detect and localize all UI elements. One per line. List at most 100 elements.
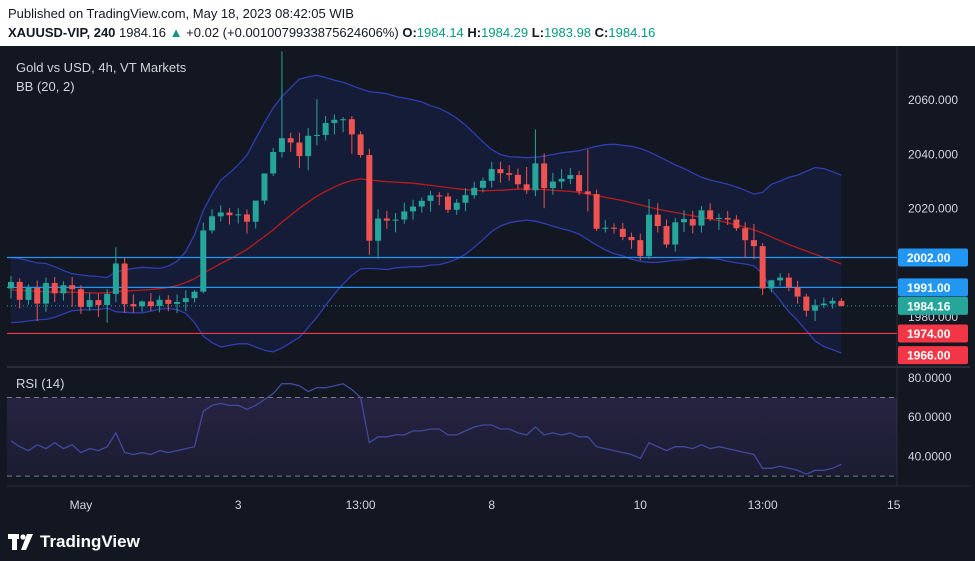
candle-body-84	[742, 228, 749, 241]
candle-body-4	[42, 283, 49, 304]
tradingview-logo-icon	[8, 534, 33, 550]
candle-body-82	[724, 217, 731, 220]
candle-body-48	[427, 195, 434, 201]
time-tick-label: 10	[634, 498, 648, 512]
candle-body-10	[95, 300, 102, 305]
price-tick-label: 2060.000	[908, 93, 958, 107]
candle-body-71	[628, 236, 635, 241]
candle-body-47	[418, 200, 425, 207]
candle-body-26	[235, 214, 242, 216]
candle-body-86	[759, 246, 766, 289]
time-tick-label: 13:00	[346, 498, 376, 512]
price-tag-hidden-text: 1966.00	[907, 349, 951, 363]
candle-body-38	[340, 119, 347, 121]
candle-body-43	[383, 218, 390, 221]
symbol-ohlc-line: XAUUSD-VIP, 240 1984.16 ▲ +0.02 (+0.0010…	[8, 25, 655, 40]
candle-body-87	[768, 280, 775, 289]
close-label: C:	[594, 25, 609, 40]
candle-body-49	[436, 195, 443, 197]
candle-body-54	[479, 180, 486, 188]
price-change: +0.02 (+0.0010079933875624606%)	[186, 25, 399, 40]
candle-body-74	[654, 214, 661, 227]
candle-body-12	[112, 263, 119, 294]
time-tick-label: 3	[235, 498, 242, 512]
candle-body-63	[558, 178, 565, 182]
candle-body-39	[348, 119, 355, 135]
high-value: 1984.29	[481, 25, 529, 40]
candle-body-5	[51, 283, 58, 294]
candle-body-9	[86, 300, 93, 307]
candle-body-69	[611, 227, 618, 229]
candle-body-62	[549, 181, 556, 189]
candle-body-81	[715, 217, 722, 220]
candle-body-61	[541, 163, 548, 189]
chart-legend-title: Gold vs USD, 4h, VT Markets	[16, 60, 187, 75]
candle-body-46	[410, 206, 417, 212]
candle-body-52	[462, 195, 469, 203]
rsi-tick-label: 40.0000	[908, 450, 952, 464]
rsi-tick-label: 60.0000	[908, 410, 952, 424]
candle-body-65	[576, 175, 583, 192]
candle-body-50	[445, 196, 451, 210]
close-value: 1984.16	[608, 25, 656, 40]
candle-body-35	[313, 134, 320, 136]
candle-body-20	[182, 298, 189, 302]
bb-upper-line	[10, 74, 842, 279]
candle-body-37	[331, 119, 338, 124]
candle-body-29	[261, 173, 268, 201]
symbol-name: XAUUSD-VIP, 240	[8, 25, 116, 40]
candle-body-19	[174, 302, 181, 304]
rsi-line	[10, 383, 842, 475]
published-info: Published on TradingView.com, May 18, 20…	[8, 6, 354, 21]
candle-body-51	[453, 202, 460, 210]
candle-body-95	[838, 300, 845, 306]
candle-body-76	[672, 222, 679, 245]
candle-body-67	[593, 194, 600, 229]
price-pane	[7, 46, 897, 366]
last-price-value: 1984.16	[119, 25, 167, 40]
candle-body-0	[8, 281, 14, 289]
candle-body-78	[689, 219, 696, 226]
time-tick-label: May	[70, 498, 93, 512]
candle-body-13	[121, 263, 128, 305]
candle-body-11	[104, 293, 111, 305]
chart-svg[interactable]: 2060.0002040.0002020.0001980.00080.00006…	[7, 46, 970, 525]
price-tag-1-bg	[898, 278, 968, 297]
rsi-tick-label: 80.0000	[908, 371, 952, 385]
candle-body-25	[226, 212, 233, 216]
candle-body-7	[69, 285, 76, 290]
candle-body-44	[392, 219, 399, 221]
candle-body-32	[287, 138, 294, 143]
bb-indicator-label: BB (20, 2)	[16, 79, 75, 94]
chart-area[interactable]: 2060.000 2040.000 2020.000 1980.000 80.0000 6…	[7, 46, 970, 525]
candle-body-3	[34, 287, 41, 304]
candle-body-42	[375, 218, 382, 241]
candle-body-58	[514, 174, 521, 185]
candle-body-77	[680, 219, 687, 223]
candle-body-53	[471, 187, 478, 196]
candle-body-83	[733, 219, 740, 229]
candle-body-55	[488, 169, 495, 181]
candle-body-60	[532, 163, 539, 191]
publish-header: Published on TradingView.com, May 18, 20…	[0, 0, 975, 46]
price-tag-last-text: 1984.16	[907, 299, 951, 313]
price-tag-2-bg	[898, 324, 968, 343]
candle-body-91	[803, 296, 810, 311]
candle-body-79	[698, 210, 705, 226]
candle-body-40	[357, 134, 364, 156]
price-tick-label: 2020.000	[908, 202, 958, 216]
candle-body-34	[305, 135, 312, 157]
candle-body-30	[270, 152, 277, 174]
time-tick-label: 13:00	[748, 498, 778, 512]
high-label: H:	[467, 25, 482, 40]
tradingview-logo[interactable]: TradingView	[8, 531, 140, 553]
candle-body-22	[200, 230, 207, 292]
price-tag-hidden: 1966.00	[898, 346, 968, 365]
candle-body-23	[209, 216, 216, 231]
candle-body-64	[567, 175, 574, 179]
candle-body-6	[60, 285, 67, 294]
price-tag-2: 1974.00	[898, 324, 968, 343]
candle-body-16	[147, 301, 154, 307]
candle-body-89	[785, 277, 792, 288]
price-tick-label: 2040.000	[908, 147, 958, 161]
